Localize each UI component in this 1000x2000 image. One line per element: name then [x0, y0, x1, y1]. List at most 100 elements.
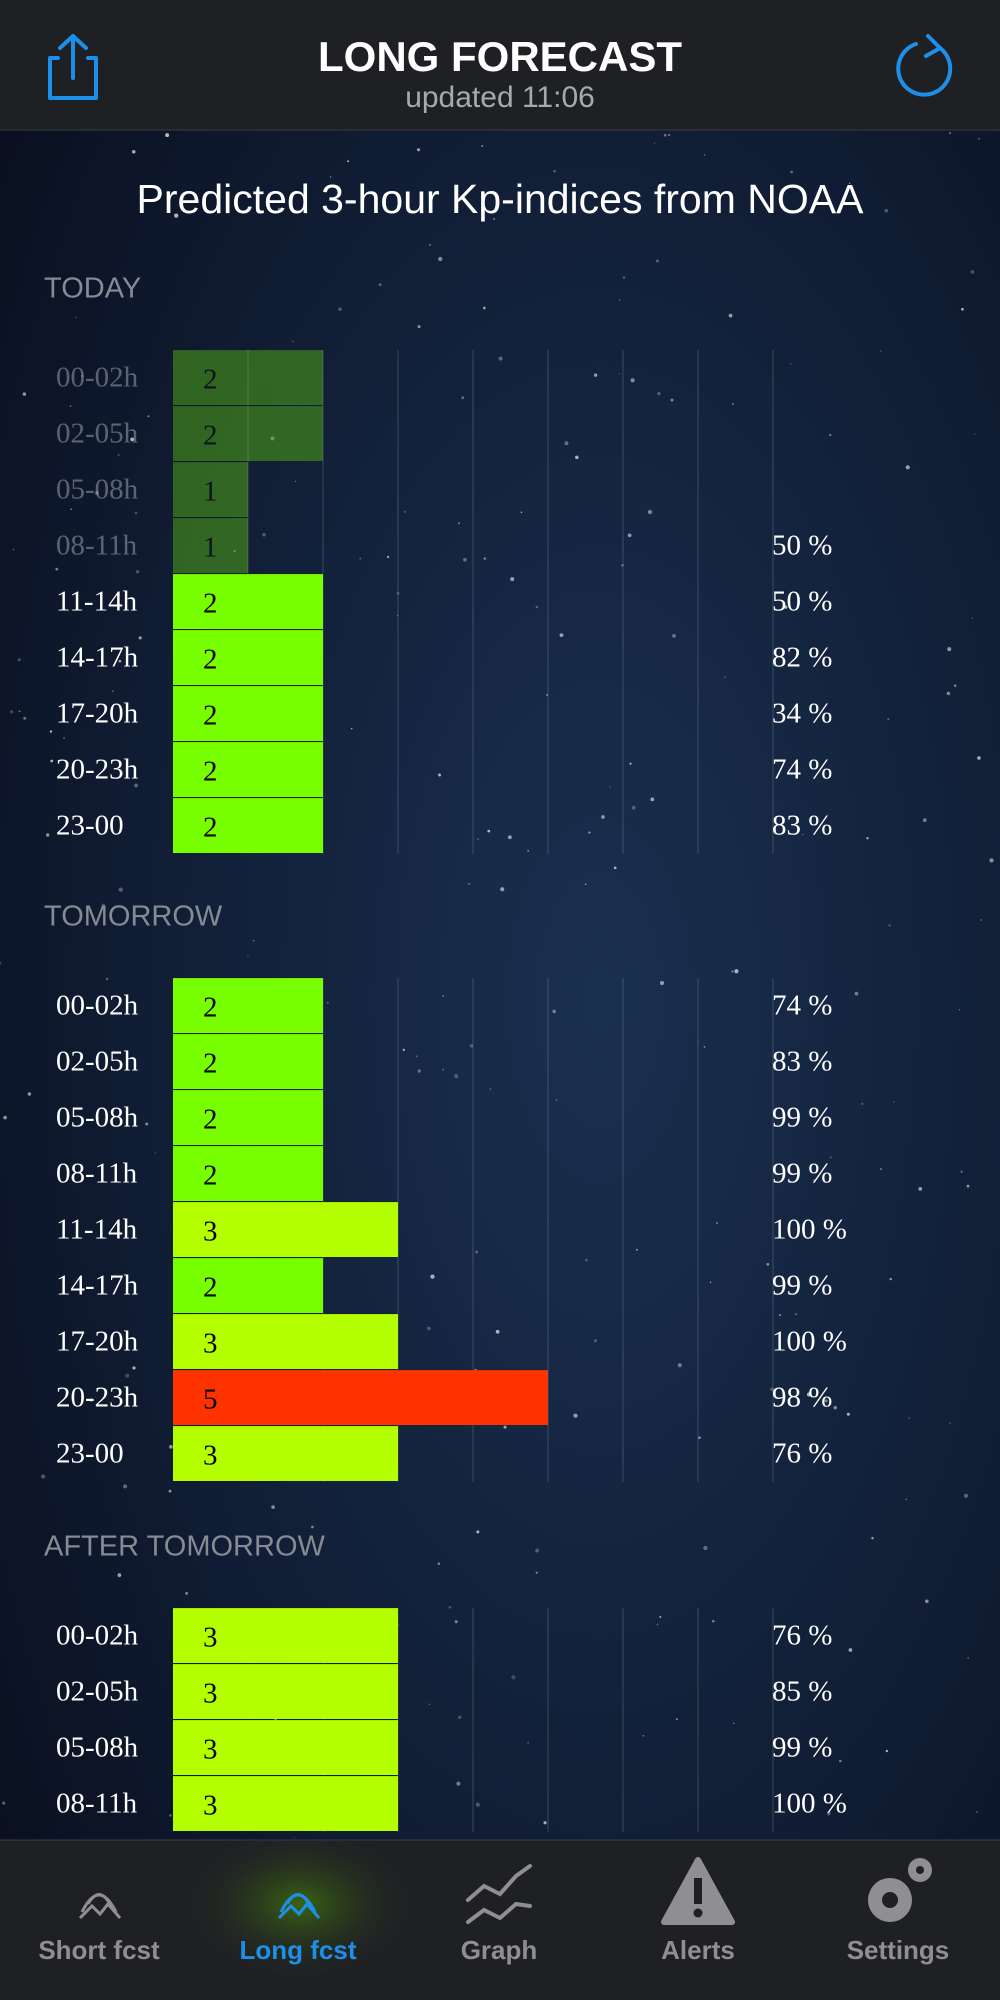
forecast-row: 00-02h 2	[56, 977, 323, 1033]
star	[905, 1498, 908, 1501]
probability: 100 %	[772, 1214, 847, 1246]
star	[458, 522, 460, 525]
forecast-row: 17-20h 2	[56, 685, 323, 741]
kp-bar	[173, 1608, 398, 1663]
star	[426, 1326, 431, 1331]
star	[469, 1044, 474, 1048]
star	[724, 676, 726, 678]
star	[174, 213, 179, 218]
star	[461, 396, 465, 400]
forecast-section: TOMORROW 00-02h 2 74 % 02-05h 2 83 % 05-08h 2 99 …	[44, 901, 847, 1482]
tab-label[interactable]: Long fcst	[240, 1935, 357, 1965]
star	[647, 509, 653, 515]
star	[247, 955, 249, 957]
star	[520, 511, 523, 513]
star	[535, 1548, 540, 1553]
time-label: 17-20h	[56, 698, 139, 730]
star	[675, 1718, 678, 1721]
star	[475, 1250, 479, 1254]
star	[543, 1821, 547, 1825]
star	[978, 138, 980, 140]
probability: 99 %	[772, 1732, 832, 1764]
star	[588, 831, 591, 834]
kp-bar	[173, 462, 248, 517]
star	[925, 1599, 929, 1604]
kp-bar	[173, 1090, 323, 1145]
star	[627, 533, 632, 538]
forecast-row: 05-08h 2	[56, 1089, 323, 1145]
star	[564, 441, 569, 446]
forecast-row: 11-14h 2	[56, 573, 323, 629]
star	[715, 1221, 718, 1225]
star	[670, 398, 674, 402]
star	[233, 550, 236, 553]
share-button[interactable]	[48, 34, 98, 100]
star	[40, 1474, 46, 1479]
tab-bar: Short fcst Long fcst Graph Alerts Settings	[0, 1839, 1000, 2000]
kp-bar	[173, 350, 323, 405]
forecast-row: 08-11h 1	[56, 517, 248, 573]
star	[169, 1814, 172, 1817]
star	[503, 1425, 507, 1429]
star	[887, 718, 890, 721]
star	[130, 437, 134, 442]
tab-label[interactable]: Settings	[847, 1935, 950, 1965]
kp-value: 3	[203, 1328, 218, 1360]
star	[134, 511, 138, 515]
star	[94, 491, 99, 495]
star	[403, 510, 407, 513]
star	[668, 134, 671, 136]
star	[656, 259, 659, 263]
star	[294, 480, 297, 482]
star	[790, 170, 793, 174]
alerts-icon	[661, 1857, 735, 1925]
star	[703, 154, 706, 156]
time-label: 00-02h	[56, 1620, 139, 1652]
star	[609, 786, 611, 788]
star	[138, 636, 142, 640]
star	[893, 1101, 895, 1103]
star	[347, 160, 350, 163]
probability: 98 %	[772, 1382, 832, 1414]
star	[477, 838, 479, 840]
star	[448, 1605, 452, 1609]
kp-value: 2	[203, 1048, 218, 1080]
star	[833, 1405, 837, 1410]
star	[659, 1616, 662, 1618]
star	[329, 176, 332, 178]
forecast-row: 17-20h 3	[56, 1313, 398, 1369]
star	[76, 1635, 78, 1638]
tab-label[interactable]: Alerts	[661, 1935, 735, 1965]
time-label: 00-02h	[56, 990, 139, 1022]
tab-label[interactable]: Short fcst	[38, 1935, 160, 1965]
refresh-button[interactable]	[896, 34, 953, 97]
star	[463, 557, 467, 562]
star	[593, 373, 598, 377]
star	[271, 1505, 275, 1510]
tab-label[interactable]: Graph	[461, 1935, 538, 1965]
star	[168, 1489, 172, 1493]
star	[905, 465, 910, 470]
star	[154, 1152, 157, 1154]
star	[468, 882, 471, 886]
forecast-row: 14-17h 2	[56, 629, 323, 685]
star	[89, 1398, 93, 1402]
star	[27, 1092, 32, 1096]
star	[270, 436, 275, 441]
forecast-row: 02-05h 3	[56, 1663, 398, 1719]
star	[779, 1314, 781, 1317]
star	[69, 405, 72, 407]
star	[546, 694, 548, 696]
time-label: 20-23h	[56, 1382, 139, 1414]
star	[415, 1055, 418, 1058]
forecast-row: 05-08h 1	[56, 461, 248, 517]
kp-bar	[173, 1258, 323, 1313]
star	[252, 940, 255, 942]
star	[165, 133, 170, 138]
kp-bar	[173, 686, 323, 741]
star	[657, 391, 661, 396]
star	[49, 730, 53, 733]
star	[839, 1759, 842, 1763]
probability: 82 %	[772, 642, 832, 674]
